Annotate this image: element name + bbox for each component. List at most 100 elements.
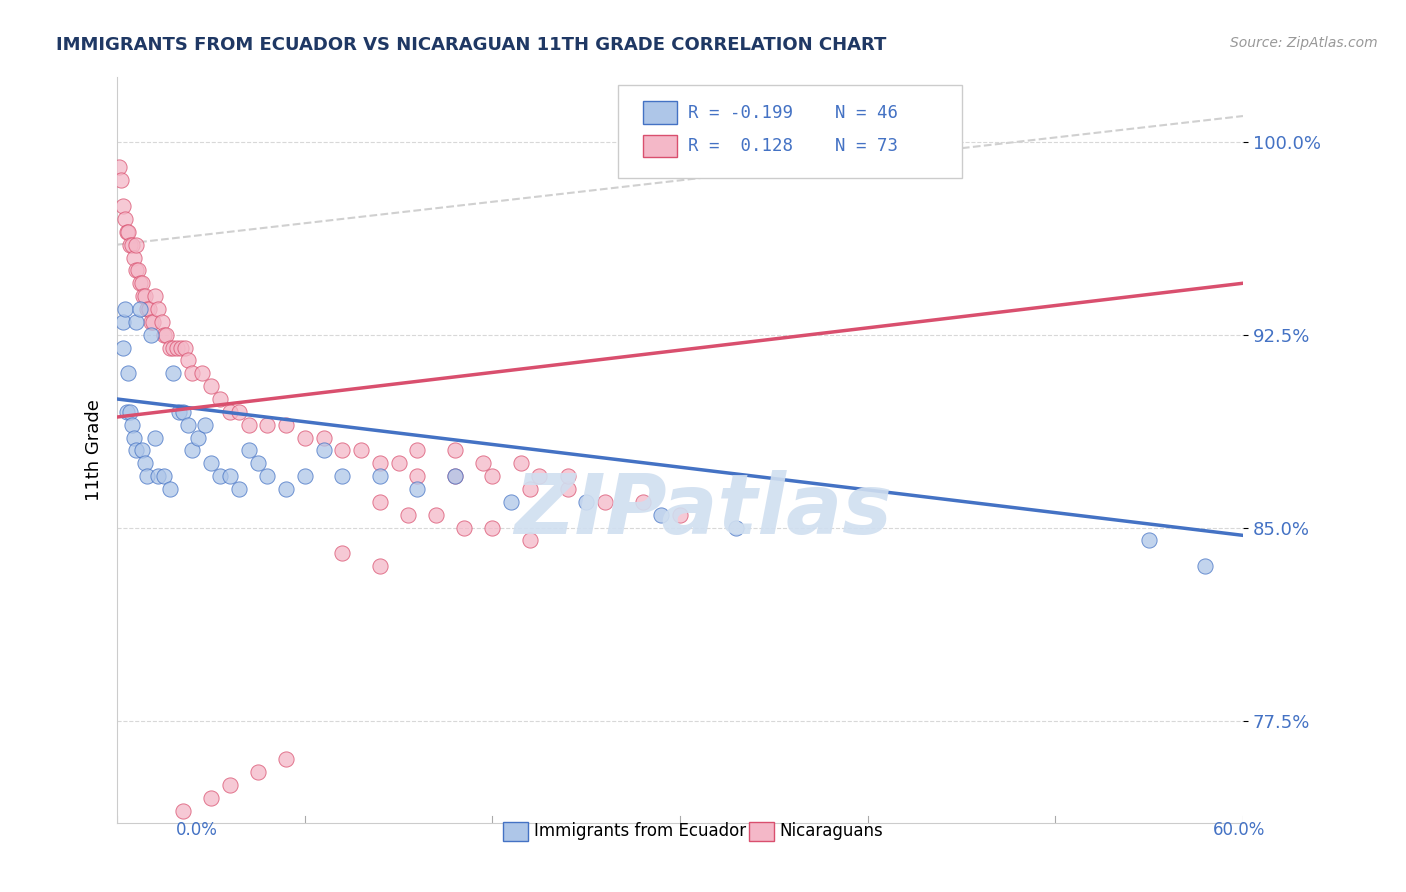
Point (194, 417, 217, 432)
Point (172, 804, 194, 818)
Point (143, 289, 166, 303)
Point (368, 559, 391, 574)
Point (170, 341, 193, 355)
Point (177, 353, 200, 368)
Point (114, 211, 136, 226)
Point (444, 469, 467, 483)
Point (148, 301, 170, 316)
Point (125, 237, 148, 252)
Bar (643, 135, 676, 157)
Text: IMMIGRANTS FROM ECUADOR VS NICARAGUAN 11TH GRADE CORRELATION CHART: IMMIGRANTS FROM ECUADOR VS NICARAGUAN 11… (56, 36, 887, 54)
Point (396, 508, 419, 522)
Point (472, 456, 495, 470)
Point (631, 495, 654, 509)
Point (127, 263, 149, 277)
Point (125, 315, 148, 329)
Point (108, 161, 131, 175)
Point (274, 482, 297, 496)
Point (134, 289, 156, 303)
Point (200, 790, 222, 805)
Point (125, 443, 148, 458)
Point (330, 469, 353, 483)
Point (557, 482, 579, 496)
Point (218, 778, 240, 792)
Point (153, 327, 176, 342)
Point (368, 469, 391, 483)
Point (128, 301, 150, 316)
Point (159, 482, 181, 496)
Text: Nicaraguans: Nicaraguans (779, 822, 883, 840)
Text: ZIPatlas: ZIPatlas (513, 470, 891, 550)
Point (111, 315, 134, 329)
Point (122, 431, 145, 445)
Point (406, 469, 429, 483)
Point (120, 237, 142, 252)
Point (173, 341, 195, 355)
Point (1194, 559, 1216, 574)
Point (501, 495, 523, 509)
Point (228, 405, 250, 419)
Point (143, 431, 166, 445)
Point (209, 469, 232, 483)
Point (132, 289, 155, 303)
Point (575, 495, 598, 509)
Point (148, 469, 170, 483)
Point (218, 405, 240, 419)
Point (669, 508, 692, 522)
Point (406, 482, 429, 496)
Text: Source: ZipAtlas.com: Source: ZipAtlas.com (1230, 36, 1378, 50)
Point (128, 277, 150, 291)
Point (368, 456, 391, 470)
Point (190, 366, 212, 380)
Text: R = -0.199    N = 46: R = -0.199 N = 46 (688, 103, 898, 121)
Point (218, 469, 240, 483)
Point (181, 443, 204, 458)
Point (425, 508, 447, 522)
Point (153, 469, 176, 483)
Point (256, 417, 278, 432)
Point (330, 546, 353, 560)
Point (136, 469, 159, 483)
Text: R =  0.128    N = 73: R = 0.128 N = 73 (688, 137, 898, 155)
Point (529, 469, 551, 483)
Point (162, 366, 184, 380)
Point (134, 456, 156, 470)
Point (388, 456, 411, 470)
Point (142, 315, 165, 329)
Point (111, 199, 134, 213)
Point (274, 752, 297, 766)
Point (312, 443, 335, 458)
Point (155, 327, 177, 342)
Point (117, 225, 139, 239)
Point (114, 301, 136, 316)
Point (519, 482, 541, 496)
Point (330, 443, 353, 458)
Point (115, 225, 138, 239)
Point (650, 508, 672, 522)
Point (725, 521, 748, 535)
Point (136, 301, 159, 316)
Point (368, 495, 391, 509)
Point (150, 315, 173, 329)
Text: Immigrants from Ecuador: Immigrants from Ecuador (534, 822, 745, 840)
Point (120, 405, 142, 419)
Text: 60.0%: 60.0% (1213, 821, 1265, 838)
Point (122, 251, 145, 265)
Point (312, 431, 335, 445)
Point (162, 341, 184, 355)
Point (519, 533, 541, 548)
Point (509, 456, 531, 470)
Point (481, 469, 503, 483)
Point (138, 301, 160, 316)
Point (406, 443, 429, 458)
Point (481, 521, 503, 535)
Point (139, 327, 162, 342)
Point (228, 482, 250, 496)
Point (117, 366, 139, 380)
Text: 0.0%: 0.0% (176, 821, 218, 838)
Point (115, 405, 138, 419)
Point (238, 443, 260, 458)
Point (294, 469, 316, 483)
Point (209, 392, 232, 406)
Point (131, 277, 153, 291)
